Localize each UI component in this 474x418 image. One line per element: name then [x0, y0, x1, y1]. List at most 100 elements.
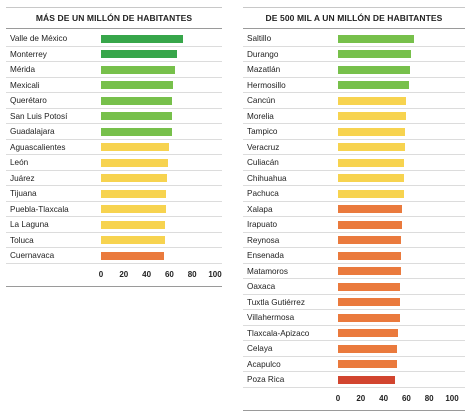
bar [338, 143, 406, 152]
bar [338, 205, 402, 214]
x-tick-label: 60 [401, 393, 411, 403]
bar-row: Hermosillo [243, 78, 465, 93]
category-label: Toluca [10, 235, 34, 245]
panel-top-rule [243, 7, 465, 8]
bar-row: Veracruz [243, 140, 465, 155]
category-label: Saltillo [247, 34, 272, 43]
bar [338, 81, 409, 90]
bar-row: Tlaxcala-Apizaco [243, 326, 465, 341]
category-label: Monterrey [10, 49, 47, 59]
bar [338, 65, 410, 74]
bar [338, 298, 400, 307]
row-separator [243, 309, 465, 310]
x-tick-label: 20 [119, 269, 129, 279]
bar-row: Morelia [243, 109, 465, 124]
category-label: Oaxaca [247, 282, 276, 291]
bar [338, 360, 398, 369]
bar [101, 50, 178, 59]
bar-row: Celaya [243, 341, 465, 357]
bar [338, 158, 405, 167]
category-label: Cancún [247, 96, 276, 105]
row-separator [6, 247, 222, 248]
bar-row: Tampico [243, 124, 465, 140]
category-label: Matamoros [247, 266, 288, 276]
bar-row: Ensenada [243, 248, 465, 264]
bar-row: Aguascalientes [6, 140, 222, 155]
category-label: Acapulco [247, 359, 281, 369]
x-tick-label: 0 [98, 269, 104, 279]
category-label: Villahermosa [247, 313, 295, 322]
x-tick-label: 20 [356, 393, 366, 403]
row-separator [6, 45, 222, 47]
bar [101, 143, 170, 152]
category-label: Tijuana [10, 189, 37, 198]
panel-top-rule [6, 7, 222, 8]
category-label: Reynosa [247, 235, 280, 245]
row-separator [243, 324, 465, 326]
category-label: Tampico [247, 127, 278, 136]
bar [338, 189, 405, 198]
bar-row: Xalapa [243, 202, 465, 217]
bar-row: Pachuca [243, 186, 465, 202]
bar [338, 50, 411, 59]
category-label: Irapuato [247, 220, 278, 229]
row-separator [243, 340, 465, 341]
bar [101, 251, 164, 260]
row-separator [6, 169, 222, 171]
category-label: San Luis Potosí [10, 111, 68, 121]
row-separator [6, 216, 222, 217]
row-separator [243, 216, 465, 217]
bar [101, 205, 166, 214]
bar-row: Culiacán [243, 155, 465, 171]
row-separator [6, 185, 222, 186]
category-label: Puebla-Tlaxcala [10, 204, 69, 214]
category-label: Pachuca [247, 189, 279, 198]
bar-row: Guadalajara [6, 124, 222, 140]
row-separator [243, 231, 465, 233]
x-tick-label: 40 [142, 269, 152, 279]
x-tick-label: 0 [335, 393, 341, 403]
category-label: Cuernavaca [10, 251, 55, 260]
x-tick-label: 40 [379, 393, 389, 403]
bar [338, 375, 395, 384]
bar [101, 236, 165, 245]
row-separator [6, 200, 222, 202]
bar [338, 329, 399, 338]
bar [338, 112, 407, 121]
bar-row: Mérida [6, 62, 222, 78]
category-label: Querétaro [10, 96, 47, 105]
row-separator [243, 107, 465, 109]
bar-row: Saltillo [243, 31, 465, 47]
category-label: Aguascalientes [10, 142, 66, 152]
bar [338, 174, 405, 183]
bar [338, 236, 401, 245]
bar-row: Monterrey [6, 47, 222, 62]
category-label: Mexicali [10, 80, 40, 90]
row-separator [243, 371, 465, 372]
category-label: Poza Rica [247, 375, 285, 384]
bar [101, 174, 168, 183]
bar-row: Tuxtla Gutiérrez [243, 295, 465, 310]
bar [338, 34, 415, 43]
bar [338, 344, 398, 353]
bar-row: Toluca [6, 233, 222, 248]
bar-row: Chihuahua [243, 171, 465, 186]
bar [101, 189, 166, 198]
category-label: Valle de México [10, 34, 68, 43]
bar [338, 251, 401, 260]
bar-row: Mazatlán [243, 62, 465, 78]
row-separator [243, 386, 465, 388]
bar-row: Villahermosa [243, 310, 465, 326]
bar-row: Valle de México [6, 31, 222, 47]
row-separator [243, 169, 465, 171]
row-separator [243, 355, 465, 357]
row-separator [6, 107, 222, 109]
category-label: Celaya [247, 344, 273, 353]
panel-bottom-rule [6, 285, 222, 287]
category-label: Morelia [247, 111, 274, 121]
category-label: Hermosillo [247, 80, 286, 90]
x-tick-label: 100 [208, 269, 222, 279]
bar-row: Cancún [243, 93, 465, 109]
row-separator [243, 45, 465, 47]
bar [338, 267, 401, 276]
